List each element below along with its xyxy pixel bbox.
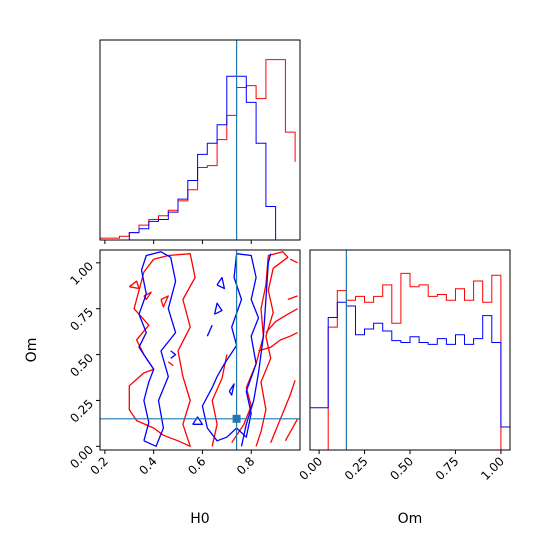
contour-red-line [289, 258, 298, 264]
hist-H0-panel [99, 39, 301, 244]
contour-truth-layer [100, 250, 300, 450]
contour-red-line [128, 253, 196, 447]
contour-frame [99, 249, 301, 451]
contour-red-line [270, 380, 296, 443]
contour-blue-line [228, 383, 235, 396]
contour-red-line [160, 295, 169, 308]
contour-series-layer [128, 251, 299, 447]
contour-blue-line [206, 324, 213, 337]
x-axis-label-H0: H0 [190, 511, 209, 527]
hist-H0-ticks-layer [104, 240, 252, 244]
contour-blue-line [213, 302, 223, 315]
contour-red-line [128, 280, 140, 290]
contour-blue-line [170, 350, 177, 359]
contour-red-line [211, 354, 228, 447]
hist-H0-series-blue-line [128, 75, 277, 240]
hist-Om-ticks-layer: 0.00 0.25 0.50 0.75 1.00 [296, 450, 507, 483]
contour-blue-line [201, 253, 260, 442]
hist-Om-frame [309, 249, 511, 451]
contour-red-line [167, 361, 174, 367]
x-axis-label-Om: Om [398, 511, 423, 527]
contour-blue-line [138, 251, 177, 447]
contour-red-line [258, 332, 298, 352]
hist-Om-series-red-line [319, 272, 502, 451]
contour-blue-line [216, 276, 226, 290]
hist-H0-series-layer [99, 59, 296, 240]
contour-red-line [265, 308, 298, 334]
hist-Om-panel: 0.00 0.25 0.50 0.75 1.00 Om [296, 249, 511, 527]
contour-red-line [284, 418, 299, 442]
contour-blue-line [240, 253, 272, 447]
contour-truth-marker [232, 414, 241, 423]
contour-red-line [231, 251, 289, 447]
y-axis-label-Om: Om [24, 338, 40, 363]
contour-blue-line [192, 416, 204, 425]
hist-H0-frame [99, 39, 301, 241]
contour-red-line [287, 295, 298, 301]
